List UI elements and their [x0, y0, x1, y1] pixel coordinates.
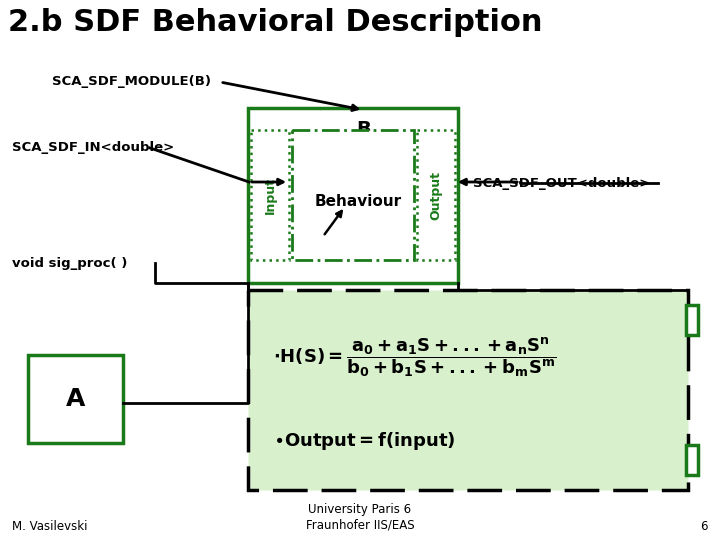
Text: void sig_proc( ): void sig_proc( )	[12, 256, 127, 269]
Text: A: A	[66, 387, 85, 411]
Bar	[28, 355, 123, 443]
Text: SCA_SDF_IN<double>: SCA_SDF_IN<double>	[12, 141, 174, 154]
Bar	[292, 130, 414, 260]
Text: SCA_SDF_OUT<double>: SCA_SDF_OUT<double>	[473, 177, 650, 190]
Text: 2.b SDF Behavioral Description: 2.b SDF Behavioral Description	[8, 8, 542, 37]
Text: Input: Input	[264, 177, 276, 213]
Text: SCA_SDF_MODULE(B): SCA_SDF_MODULE(B)	[52, 75, 211, 88]
Text: B: B	[356, 120, 371, 139]
Bar	[686, 445, 698, 475]
Bar	[248, 108, 458, 283]
Text: $\mathbf{\bullet H(S) = \dfrac{a_0 + a_1 S + ... + a_n S^n}{b_0 + b_1 S + ... + : $\mathbf{\bullet H(S) = \dfrac{a_0 + a_1…	[273, 335, 557, 379]
Text: Output: Output	[430, 171, 443, 219]
Text: University Paris 6
Fraunhofer IIS/EAS: University Paris 6 Fraunhofer IIS/EAS	[306, 503, 414, 531]
Text: 6: 6	[701, 520, 708, 533]
Bar	[417, 130, 455, 260]
Text: M. Vasilevski: M. Vasilevski	[12, 520, 88, 533]
Text: Behaviour: Behaviour	[315, 194, 402, 209]
Bar	[686, 305, 698, 335]
Text: $\bullet \mathbf{Output = f(input)}$: $\bullet \mathbf{Output = f(input)}$	[273, 430, 456, 452]
Bar	[251, 130, 289, 260]
Bar	[248, 290, 688, 490]
